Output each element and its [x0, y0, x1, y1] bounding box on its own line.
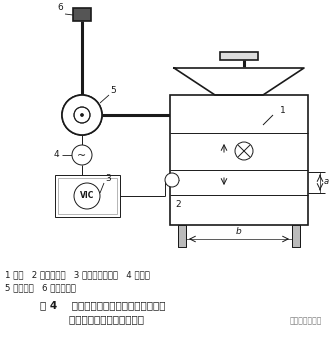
Bar — [178, 225, 186, 247]
Bar — [58, 178, 117, 214]
Text: 臨室設計與建設: 臨室設計與建設 — [290, 316, 322, 325]
Circle shape — [81, 114, 84, 116]
Polygon shape — [174, 68, 304, 95]
Text: b: b — [236, 227, 242, 236]
Bar — [55, 175, 120, 217]
Circle shape — [74, 183, 100, 209]
Text: 1: 1 — [280, 106, 286, 115]
Circle shape — [62, 95, 102, 135]
Text: 窗口風速的自動控制原理圖: 窗口風速的自動控制原理圖 — [40, 314, 144, 324]
Circle shape — [165, 173, 179, 187]
Text: 4: 4 — [54, 150, 60, 159]
Text: ~: ~ — [77, 151, 87, 161]
Text: 5 變頻風機   6 直沖式風帽: 5 變頻風機 6 直沖式風帽 — [5, 283, 76, 292]
Bar — [292, 225, 300, 247]
Text: a: a — [324, 178, 329, 187]
Text: 6: 6 — [57, 3, 63, 12]
Text: 3: 3 — [105, 174, 111, 183]
Circle shape — [235, 142, 253, 160]
Bar — [170, 95, 308, 225]
Text: 5: 5 — [110, 86, 116, 95]
Text: 圖 4    變風量排風柜結合采用變頻風機時: 圖 4 變風量排風柜結合采用變頻風機時 — [40, 300, 165, 310]
Text: 1 拉窗   2 風速傳感器   3 風速顯示控制器   4 變頻器: 1 拉窗 2 風速傳感器 3 風速顯示控制器 4 變頻器 — [5, 270, 150, 279]
Circle shape — [72, 145, 92, 165]
Bar — [220, 52, 258, 60]
Text: VIC: VIC — [80, 192, 94, 200]
Text: 2: 2 — [175, 200, 181, 209]
Bar — [73, 8, 91, 21]
Circle shape — [62, 95, 102, 135]
